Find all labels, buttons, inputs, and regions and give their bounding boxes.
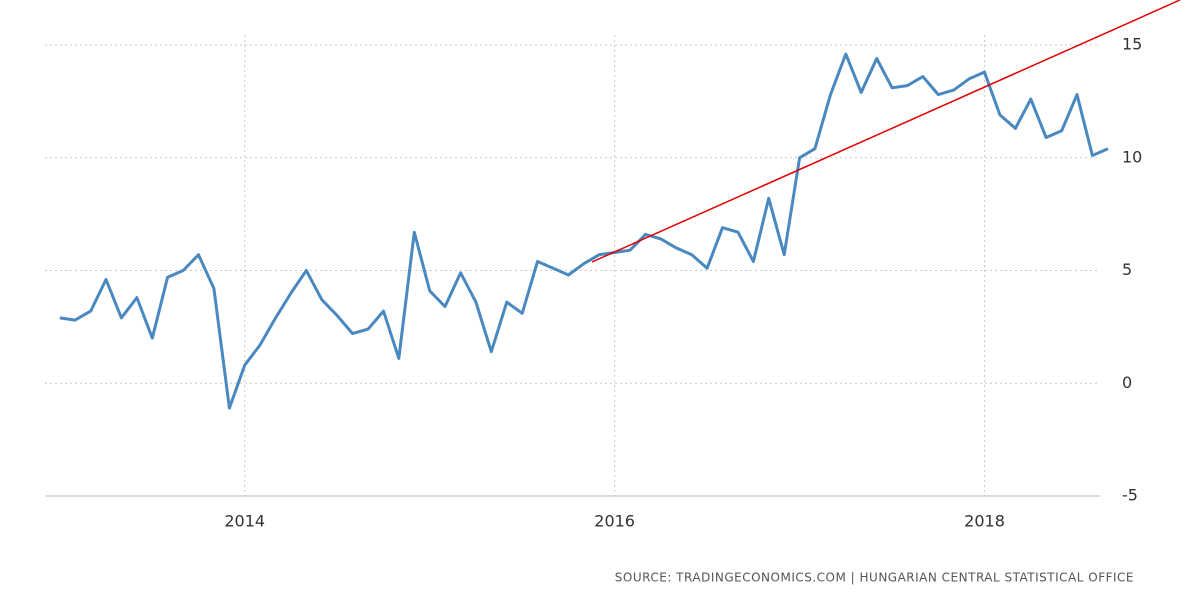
data-line (59, 52, 1109, 410)
y-tick-label: 0 (1122, 373, 1132, 392)
x-tick-label: 2018 (964, 512, 1005, 531)
y-tick-label: 15 (1122, 35, 1142, 54)
trend-annotation (591, 0, 1181, 263)
source-note: SOURCE: TRADINGECONOMICS.COM | HUNGARIAN… (615, 571, 1134, 585)
y-tick-label: -5 (1122, 486, 1138, 505)
x-tick-label: 2014 (224, 512, 265, 531)
y-tick-label: 5 (1122, 260, 1132, 279)
y-tick-label: 10 (1122, 147, 1142, 166)
x-tick-label: 2016 (594, 512, 635, 531)
